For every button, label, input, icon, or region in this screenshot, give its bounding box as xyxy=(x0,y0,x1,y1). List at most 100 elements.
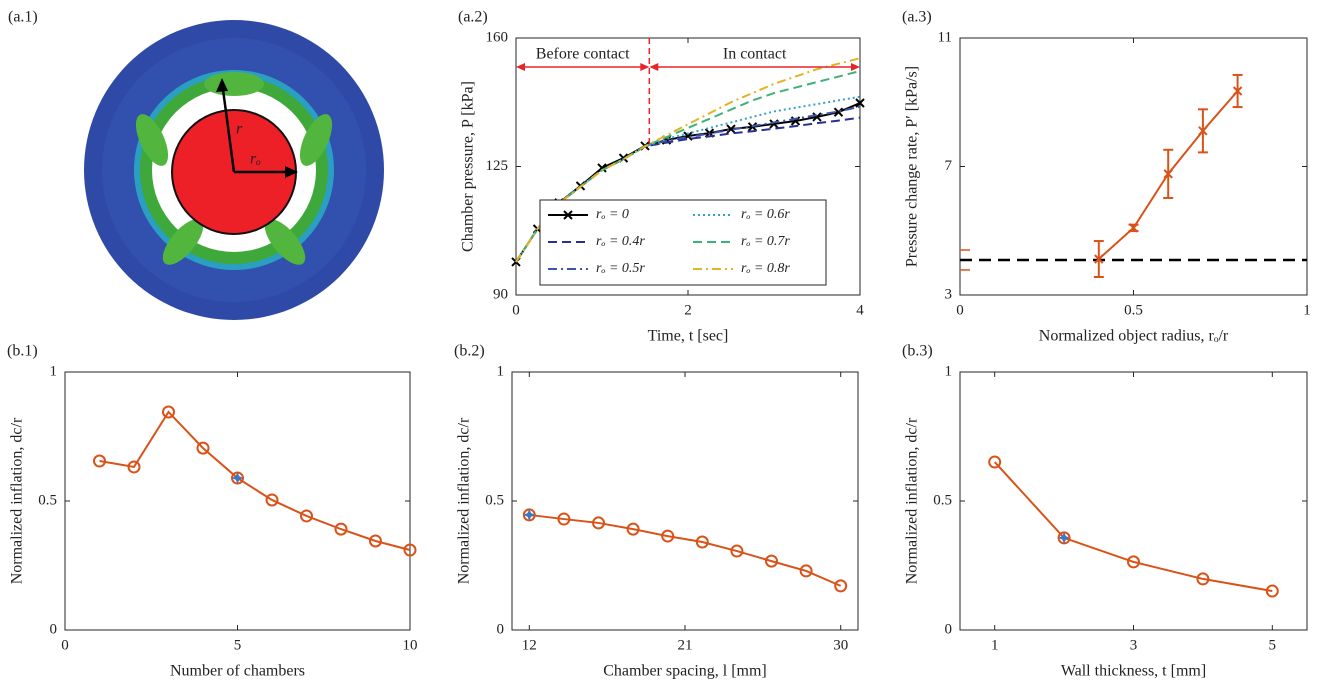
annotation: Before contact xyxy=(536,46,630,63)
marker xyxy=(833,107,844,117)
panel-label: (b.3) xyxy=(902,343,933,360)
y-tick-label: 1 xyxy=(497,363,505,379)
legend-label: rₒ = 0.8r xyxy=(741,261,790,276)
x-tick-label: 3 xyxy=(1130,637,1138,653)
marker xyxy=(1198,126,1208,136)
y-tick-label: 0.5 xyxy=(485,492,504,508)
series-line xyxy=(529,513,842,587)
x-tick-label: 5 xyxy=(234,637,242,653)
x-tick-label: 0 xyxy=(956,302,964,318)
marker xyxy=(563,210,573,220)
x-tick-label: 30 xyxy=(833,637,848,653)
highlight-marker xyxy=(231,472,244,484)
plot-frame xyxy=(959,37,1308,296)
marker xyxy=(855,98,865,108)
y-axis-label: Normalized inflation, dc/r xyxy=(904,417,921,584)
legend-label: rₒ = 0.7r xyxy=(741,234,790,249)
marker xyxy=(834,579,848,593)
y-tick-label: 0.5 xyxy=(933,492,952,508)
x-tick-label: 5 xyxy=(1269,637,1277,653)
y-tick-label: 160 xyxy=(486,29,509,45)
x-axis-label: Chamber spacing, l [mm] xyxy=(603,663,767,680)
x-tick-label: 10 xyxy=(403,637,418,653)
marker xyxy=(1163,169,1173,179)
marker xyxy=(597,163,607,173)
series-line xyxy=(993,461,1273,593)
marker xyxy=(1196,572,1210,586)
highlight-marker xyxy=(523,509,536,521)
plot-frame xyxy=(64,371,411,631)
arrow-head xyxy=(649,63,659,71)
simulation-image: r rₒ xyxy=(84,20,384,320)
legend-label: rₒ = 0.6r xyxy=(741,207,790,222)
panel-label: (a.2) xyxy=(458,9,488,26)
marker xyxy=(626,522,640,536)
marker xyxy=(557,512,571,526)
y-tick-label: 0 xyxy=(50,621,58,637)
x-tick-label: 2 xyxy=(684,302,692,318)
marker xyxy=(300,509,313,523)
marker xyxy=(403,543,417,557)
marker xyxy=(765,554,778,568)
y-tick-label: 125 xyxy=(486,158,509,174)
y-tick-label: 0 xyxy=(945,621,953,637)
x-tick-label: 0.5 xyxy=(1124,302,1143,318)
marker xyxy=(812,112,822,122)
y-tick-label: 11 xyxy=(938,29,952,45)
marker xyxy=(1128,223,1139,233)
x-tick-label: 0 xyxy=(512,302,520,318)
marker xyxy=(127,460,141,474)
x-tick-label: 0 xyxy=(61,637,69,653)
panel-label: (b.2) xyxy=(454,343,485,360)
y-axis-label: Normalized inflation, dc/r xyxy=(9,417,26,584)
marker xyxy=(1127,555,1140,569)
series-line xyxy=(515,105,861,263)
series-line xyxy=(515,70,861,263)
y-axis-label: Chamber pressure, P [kPa] xyxy=(460,81,477,252)
marker xyxy=(93,454,106,468)
panel-label: (a.3) xyxy=(902,9,932,26)
legend-label: rₒ = 0.5r xyxy=(596,261,645,276)
marker xyxy=(1265,584,1279,598)
y-tick-label: 1 xyxy=(50,363,58,379)
x-axis-label: Time, t [sec] xyxy=(648,328,729,345)
x-axis-label: Wall thickness, t [mm] xyxy=(1061,663,1206,680)
marker xyxy=(369,534,382,548)
x-tick-label: 12 xyxy=(522,637,537,653)
marker xyxy=(695,535,709,549)
arrow-head xyxy=(216,78,228,92)
marker xyxy=(730,544,744,558)
marker xyxy=(799,564,813,578)
y-tick-label: 3 xyxy=(945,286,953,302)
radius-label: r xyxy=(236,121,243,138)
series-line xyxy=(515,57,861,263)
arrow-head xyxy=(851,63,860,71)
marker xyxy=(1094,254,1104,264)
legend-label: rₒ = 0 xyxy=(596,207,629,222)
arrow-head xyxy=(285,166,298,178)
marker xyxy=(162,405,175,419)
arrow-head xyxy=(516,63,525,71)
marker xyxy=(196,441,210,455)
lobes xyxy=(135,72,333,265)
legend-label: rₒ = 0.4r xyxy=(596,234,645,249)
y-tick-label: 7 xyxy=(945,158,953,174)
plot-frame xyxy=(959,371,1308,631)
marker xyxy=(726,124,736,134)
y-axis-label: Normalized inflation, dc/r xyxy=(456,417,473,584)
object-radius-label: rₒ xyxy=(250,151,261,168)
x-tick-label: 1 xyxy=(991,637,999,653)
panel-label: (a.1) xyxy=(8,9,38,26)
arrow-head xyxy=(640,63,650,71)
x-axis-label: Normalized object radius, rₒ/r xyxy=(1039,328,1229,345)
radius-arrow xyxy=(220,81,236,173)
y-tick-label: 0 xyxy=(497,621,505,637)
y-tick-label: 0.5 xyxy=(38,492,57,508)
x-tick-label: 21 xyxy=(678,637,693,653)
annotation: In contact xyxy=(723,46,787,63)
marker xyxy=(334,522,348,536)
highlight-marker xyxy=(1058,531,1071,544)
marker xyxy=(661,529,675,543)
y-tick-label: 1 xyxy=(945,363,953,379)
